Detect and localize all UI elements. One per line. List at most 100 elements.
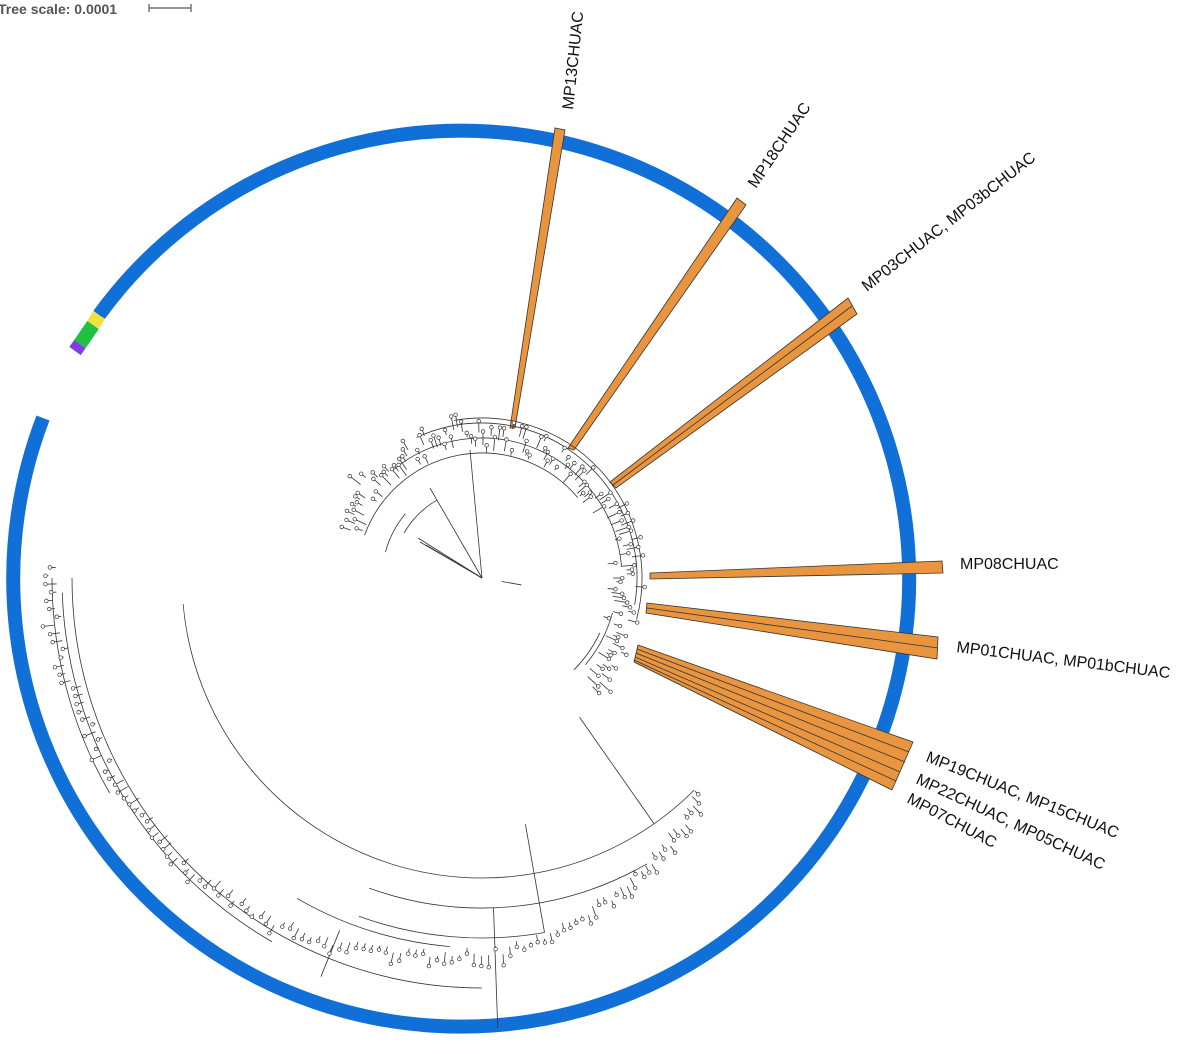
tree-tip (497, 425, 503, 430)
tree-tip (473, 436, 478, 441)
tree-tip (127, 802, 132, 807)
tree-tip (355, 490, 360, 496)
tree-tip (349, 502, 355, 507)
tree-tip (608, 689, 613, 694)
tree-tip (607, 666, 612, 671)
tree-branch (454, 417, 643, 620)
tree-tip (606, 496, 611, 502)
tree-tip (144, 819, 150, 824)
tree-tip (139, 813, 145, 818)
tree-tip (49, 590, 54, 595)
tree-tip (197, 878, 202, 883)
tree-tip (95, 737, 101, 742)
tree-tip (389, 466, 395, 472)
tree-tip (258, 914, 264, 920)
tree-tip (306, 939, 312, 945)
tree-branch (364, 452, 579, 536)
tree-tip (550, 456, 556, 461)
tree-branch (368, 863, 648, 909)
tree-tip (484, 443, 489, 448)
tree-tip (514, 944, 520, 949)
tree-tip (599, 491, 604, 497)
tree-tip (352, 517, 357, 522)
clade-label-mp18: MP18CHUAC (745, 100, 814, 191)
tree-tip (368, 948, 374, 953)
tree-tip (614, 892, 619, 898)
tree-scale-bar (148, 4, 192, 12)
tree-tip (580, 917, 585, 922)
tree-tip (315, 938, 321, 944)
tree-tip (228, 903, 233, 908)
tree-tip (436, 435, 441, 440)
tree-tip (696, 801, 702, 806)
tree-tip (582, 468, 587, 473)
tree-branch (614, 599, 628, 603)
tree-tip (613, 666, 619, 671)
tree-branch (501, 581, 522, 586)
tree-tip (183, 870, 188, 875)
tree-tip (89, 757, 94, 763)
tree-tip (168, 862, 173, 867)
tree-tip (464, 430, 469, 436)
clade-highlight-mp18 (567, 197, 747, 451)
tree-tip (181, 860, 186, 866)
tree-tip (608, 490, 613, 495)
tree-tip (631, 518, 636, 523)
tree-tip (688, 829, 694, 834)
tree-tip (555, 932, 560, 937)
tree-tip (562, 445, 567, 451)
tree-tip (613, 587, 618, 592)
tree-tip (132, 808, 137, 813)
tree-tip (568, 925, 573, 930)
tree-tip (568, 471, 573, 476)
tree-tip (628, 528, 634, 533)
tree-tip (73, 693, 78, 699)
tree-tip (58, 655, 63, 660)
tree-tip (391, 463, 397, 468)
tree-tip (653, 855, 658, 860)
tree-tip (501, 963, 506, 968)
tree-scale-label: Tree scale: 0.0001 (0, 1, 117, 17)
tree-tip (539, 434, 544, 439)
tree-branch (585, 612, 613, 666)
tree-tip (620, 575, 625, 581)
tree-tip (608, 653, 613, 658)
outer-ring-purple-segment (69, 339, 86, 356)
tree-tip (50, 640, 55, 645)
tree-branch (349, 475, 361, 485)
tree-tip (287, 926, 293, 931)
tree-tip (337, 947, 342, 952)
tree-branch (425, 544, 483, 579)
tree-tip (457, 956, 462, 962)
tree-tip (582, 479, 587, 484)
tree-tip (344, 517, 349, 523)
tree-tip (698, 812, 704, 817)
tree-branch (51, 577, 110, 794)
tree-tip (635, 620, 640, 625)
tree-tip (434, 958, 440, 963)
tree-tip (57, 672, 62, 677)
tree-tip (339, 524, 344, 530)
tree-tip (388, 961, 393, 966)
tree-tip (489, 425, 494, 430)
tree-tip (524, 424, 529, 430)
tree-tip (146, 828, 151, 833)
tree-branch (450, 416, 455, 430)
tree-tip (685, 815, 690, 820)
tree-tip (596, 684, 601, 689)
tree-tip (594, 915, 599, 920)
tree-branch (61, 592, 273, 943)
tree-tip (93, 746, 99, 752)
clade-highlight-mp08 (649, 560, 944, 580)
tree-tip (90, 722, 95, 727)
tree-tip (322, 943, 327, 949)
tree-tip (476, 418, 481, 424)
tree-tip (43, 573, 48, 578)
tree-tip (617, 623, 623, 629)
tree-tip (415, 447, 420, 453)
tree-tip (626, 551, 631, 556)
tree-tip (611, 904, 617, 909)
clade-highlight-mp13 (509, 127, 566, 429)
tree-tip (549, 939, 555, 945)
tree-tip (370, 496, 376, 501)
